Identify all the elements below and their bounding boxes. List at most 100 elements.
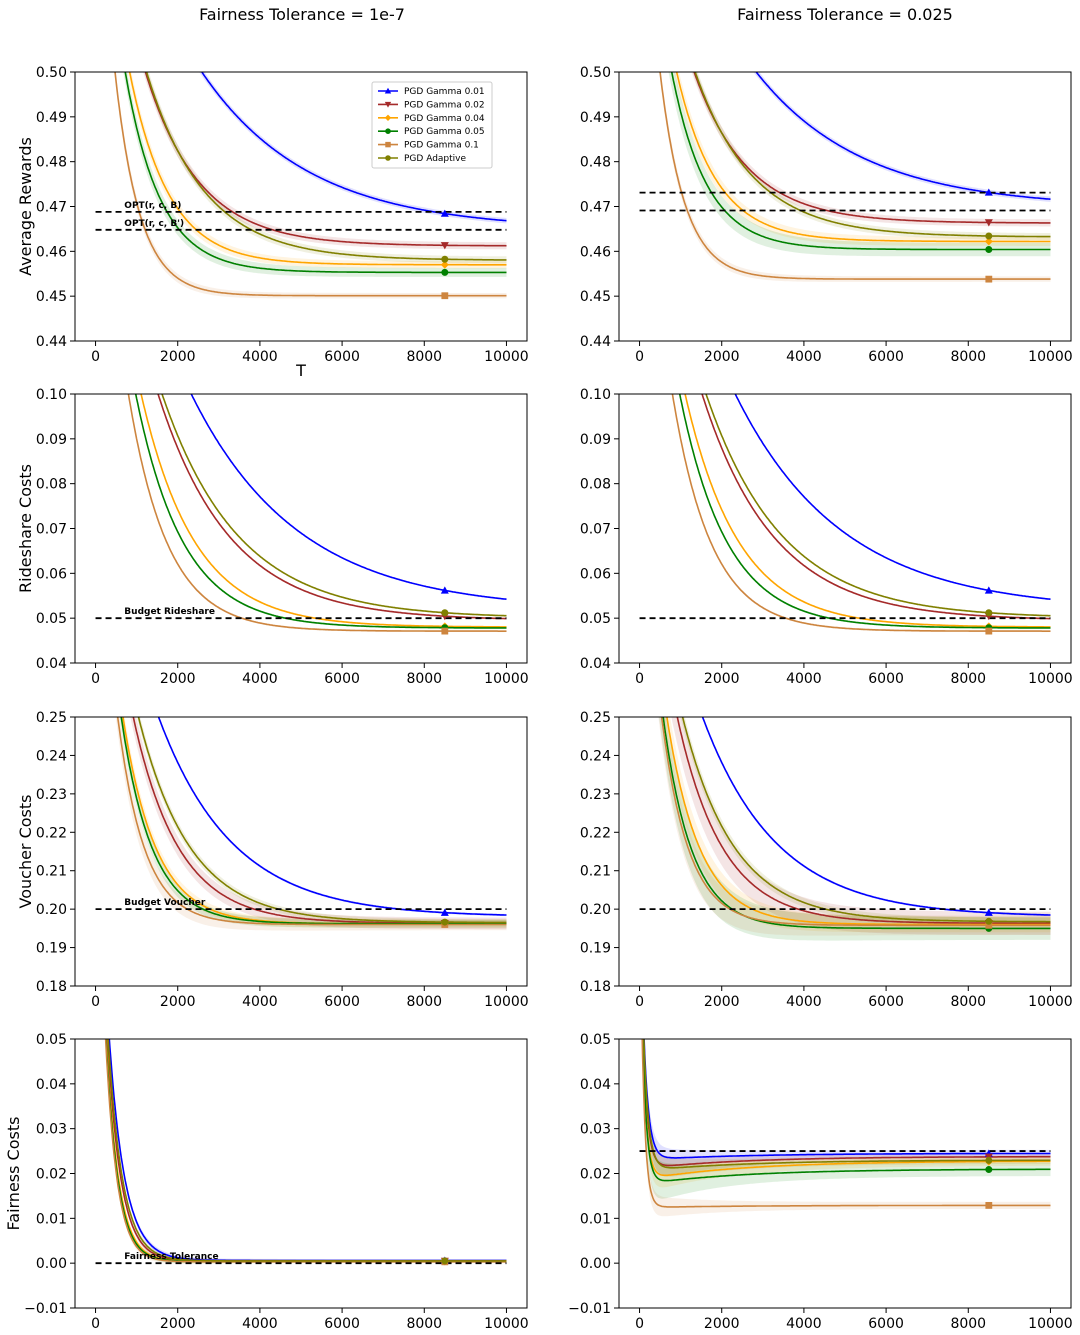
column-title-left: Fairness Tolerance = 1e-7 [199,5,405,24]
plot-area [671,394,1051,633]
x-tick-label: 6000 [324,349,360,365]
axes-frame [74,716,528,987]
reference-line-label: Fairness Tolerance [124,1252,218,1262]
series-line [676,717,1051,925]
x-tick-label: 2000 [160,349,196,365]
x-tick-label: 8000 [950,349,986,365]
y-tick-label: 0.04 [580,656,611,672]
x-tick-label: 0 [635,671,644,687]
x-tick-label: 8000 [950,1316,986,1332]
y-tick-label: 0.03 [36,1122,67,1138]
series-line [642,1039,1051,1167]
series-marker [441,918,449,926]
series-line [114,72,507,297]
confidence-band [692,72,1051,241]
x-tick-label: 8000 [406,994,442,1010]
series-marker [985,246,993,254]
y-tick-label: 0.25 [580,710,611,726]
series-line [157,717,507,916]
y-tick-label: 0.04 [580,1077,611,1093]
y-axis-label: Fairness Costs [4,1117,23,1231]
x-tick-label: 4000 [242,1316,278,1332]
y-tick-label: 0.04 [36,656,67,672]
series-marker [984,237,993,246]
y-tick-label: 0.48 [36,155,67,171]
confidence-band [679,394,1051,629]
x-tick-label: 8000 [406,671,442,687]
x-tick-label: 2000 [160,1316,196,1332]
y-tick-label: 0.45 [36,289,67,305]
legend-marker [384,101,392,108]
y-tick-label: 0.47 [580,200,611,216]
x-tick-label: 2000 [704,994,740,1010]
confidence-band [642,1039,1051,1199]
axes-frame [618,393,1072,664]
x-tick-label: 0 [635,994,644,1010]
series-line [643,1039,1051,1169]
y-axis-label: Rideshare Costs [16,464,35,593]
confidence-band [643,1039,1051,1175]
y-tick-label: 0.10 [580,387,611,403]
x-tick-label: 0 [635,349,644,365]
y-tick-label: 0.10 [36,387,67,403]
series-marker [984,586,993,594]
x-tick-label: 0 [635,1316,644,1332]
series-marker [441,627,449,635]
y-tick-label: 0.05 [580,1032,611,1048]
y-tick-label: 0.46 [580,244,611,260]
y-tick-label: 0.49 [36,110,67,126]
y-tick-label: 0.07 [36,522,67,538]
x-tick-label: 0 [91,349,100,365]
series-marker [441,609,449,617]
y-tick-label: 0.01 [580,1211,611,1227]
x-tick-label: 2000 [160,994,196,1010]
chart-panel-r0c0: OPT(r, c, B) OPT(r, c, B') 0 2000 4000 6000 80… [16,65,529,380]
y-tick-label: 0.08 [580,477,611,493]
legend-label: PGD Gamma 0.02 [404,100,485,110]
series-marker [984,908,993,916]
chart-panel-r3c1: 0 2000 4000 6000 8000 10000 −0.01 0.00 0.01 0.02 0… [568,1032,1073,1332]
legend: PGD Gamma 0.01 PGD Gamma 0.02 PGD Gamma 0.… [371,81,493,169]
x-tick-label: 10000 [484,349,529,365]
x-tick-label: 6000 [868,349,904,365]
legend-marker [385,141,391,148]
series-marker [441,292,449,300]
x-tick-label: 0 [91,671,100,687]
series-line [671,394,1051,632]
x-tick-label: 4000 [786,1316,822,1332]
series-line [642,1039,1051,1182]
y-tick-label: 0.50 [36,65,67,81]
x-tick-label: 2000 [160,671,196,687]
x-tick-label: 0 [91,1316,100,1332]
x-tick-label: 4000 [242,671,278,687]
series-line [124,72,507,274]
chart-panel-r1c1: 0 2000 4000 6000 8000 10000 0.04 0.05 0.06 0.07 0.… [580,387,1073,687]
legend-marker [384,87,392,94]
x-axis-label: T [295,361,306,380]
x-tick-label: 6000 [324,1316,360,1332]
plot-area [115,717,507,931]
y-tick-label: 0.21 [580,864,611,880]
confidence-band [674,72,1051,246]
y-tick-label: 0.19 [36,941,67,957]
y-tick-label: 0.19 [580,941,611,957]
y-tick-label: 0.05 [580,611,611,627]
y-tick-label: 0.05 [36,611,67,627]
plot-area [127,394,507,633]
series-line [659,72,1051,280]
x-tick-label: 6000 [868,994,904,1010]
series-marker [441,1257,449,1265]
series-marker [440,586,449,594]
y-tick-label: 0.23 [580,787,611,803]
series-line [701,717,1051,916]
plot-area [659,72,1051,282]
series-marker [441,255,449,263]
legend-marker [385,155,391,161]
y-tick-label: 0.07 [580,522,611,538]
legend-label: PGD Gamma 0.01 [404,87,485,97]
y-tick-label: 0.02 [36,1167,67,1183]
series-marker [984,188,993,196]
x-tick-label: 8000 [406,349,442,365]
y-tick-label: 0.48 [580,155,611,171]
